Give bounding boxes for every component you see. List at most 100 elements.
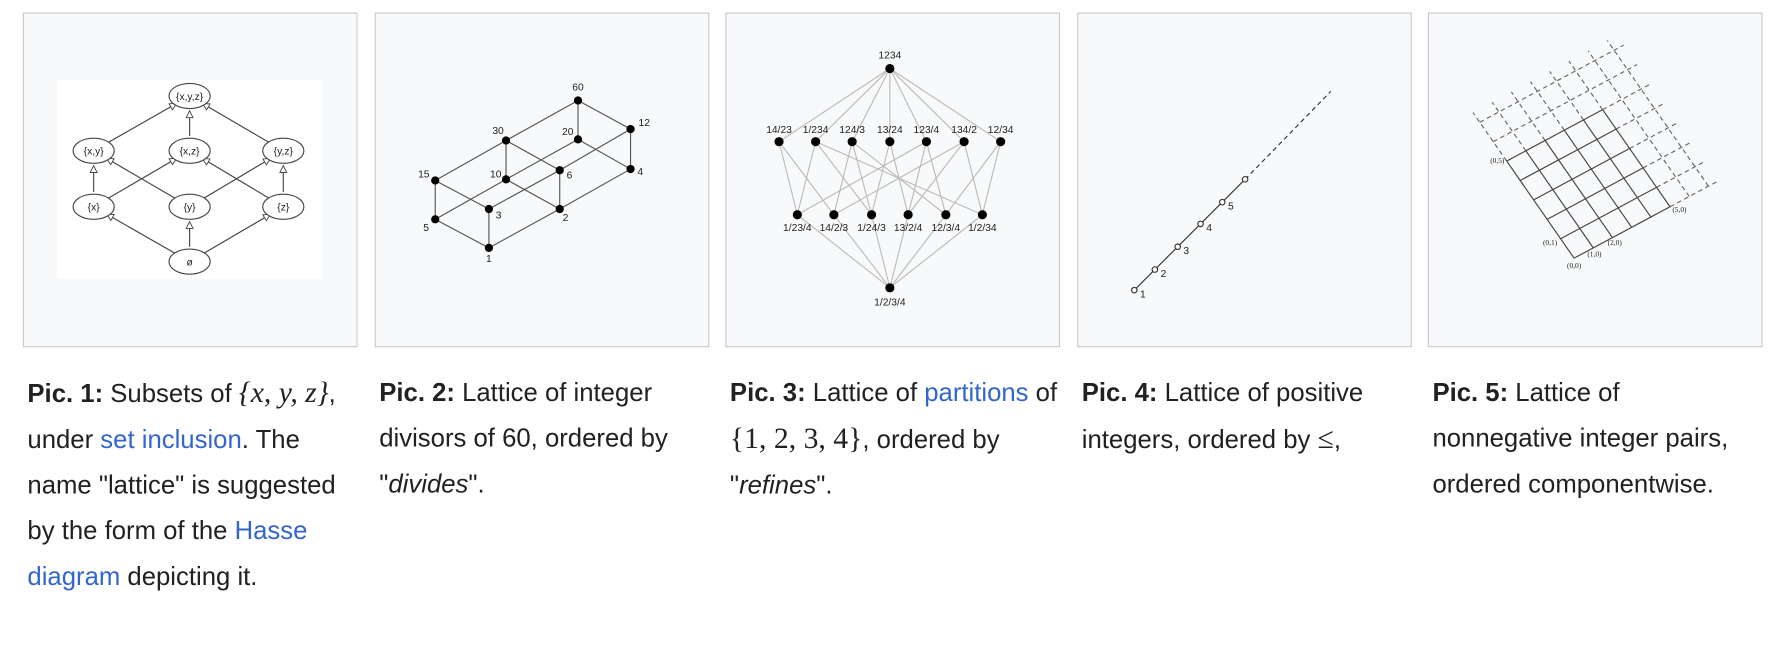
edge bbox=[1560, 186, 1657, 240]
edge bbox=[1606, 40, 1709, 187]
node-label: 1/23/4 bbox=[783, 223, 812, 234]
node-label: {x} bbox=[88, 203, 101, 214]
edge bbox=[815, 141, 983, 216]
edge bbox=[981, 141, 1002, 215]
node bbox=[885, 137, 895, 147]
edge bbox=[434, 218, 490, 249]
caption: Pic. 1: Subsets of {x, y, z}, under set … bbox=[27, 370, 358, 600]
node-label: {x,y,z} bbox=[176, 92, 204, 103]
node-label: (0,1) bbox=[1543, 238, 1558, 247]
edge bbox=[202, 102, 271, 144]
edge bbox=[1656, 161, 1705, 188]
edge bbox=[505, 138, 579, 180]
node-label: {x,y} bbox=[84, 147, 105, 158]
edge bbox=[1479, 44, 1624, 123]
node bbox=[792, 210, 802, 220]
edge bbox=[889, 68, 927, 142]
node-label: (1,0) bbox=[1587, 249, 1602, 258]
edge bbox=[559, 128, 631, 171]
edge bbox=[1582, 119, 1652, 218]
edge bbox=[963, 141, 983, 215]
arrowhead bbox=[185, 220, 194, 229]
edge bbox=[1506, 160, 1575, 259]
edge bbox=[815, 141, 873, 216]
edge bbox=[889, 214, 909, 288]
node bbox=[626, 124, 635, 134]
edge bbox=[1587, 50, 1690, 197]
node bbox=[829, 210, 839, 220]
edge bbox=[577, 138, 631, 170]
arrowhead bbox=[89, 164, 98, 173]
node bbox=[774, 137, 784, 147]
node-label: 5 bbox=[423, 223, 429, 234]
node-label: 6 bbox=[567, 171, 573, 182]
caption-text: Lattice of nonnegative integer pairs, or… bbox=[1432, 378, 1729, 499]
edge bbox=[925, 141, 947, 215]
caption-text: Pic. 4: bbox=[1081, 378, 1158, 407]
node bbox=[1241, 176, 1249, 183]
edge bbox=[505, 100, 579, 142]
node-label: 20 bbox=[562, 127, 574, 138]
edge bbox=[871, 141, 891, 215]
edge bbox=[889, 68, 1001, 143]
node bbox=[262, 193, 305, 220]
edge bbox=[106, 102, 178, 144]
node bbox=[885, 283, 895, 293]
edge bbox=[889, 68, 965, 143]
edge bbox=[202, 213, 271, 255]
caption: Pic. 3: Lattice of partitions of {1, 2, … bbox=[730, 370, 1061, 508]
node-label: (0,5) bbox=[1490, 156, 1505, 165]
edge bbox=[1642, 141, 1692, 169]
caption: Pic. 5: Lattice of nonnegative integer p… bbox=[1432, 370, 1763, 507]
link[interactable]: set inclusion bbox=[100, 424, 242, 454]
node-label: 4 bbox=[637, 167, 643, 178]
node bbox=[431, 176, 440, 185]
node-label: 12/3/4 bbox=[932, 223, 961, 234]
node-label: 3 bbox=[496, 211, 502, 222]
node-label: {x,z} bbox=[180, 147, 201, 158]
caption-text: ". bbox=[816, 470, 833, 500]
link[interactable]: Hasse diagram bbox=[27, 516, 308, 591]
caption-text: of bbox=[1028, 378, 1058, 407]
node-label: 10 bbox=[490, 169, 502, 180]
node-label: ø bbox=[186, 257, 193, 268]
node-label: {y} bbox=[184, 203, 197, 214]
caption-text: Pic. 1: bbox=[27, 379, 104, 408]
caption: Pic. 2: Lattice of integer divisors of 6… bbox=[379, 370, 710, 507]
node bbox=[867, 210, 877, 220]
node bbox=[168, 248, 211, 275]
node bbox=[941, 210, 951, 220]
node-label: 1 bbox=[486, 254, 492, 265]
edge bbox=[796, 214, 891, 289]
edge bbox=[488, 169, 561, 210]
node-label: 5 bbox=[1228, 201, 1234, 212]
edge bbox=[1510, 91, 1546, 141]
edge bbox=[851, 141, 873, 215]
caption-text: depicting it. bbox=[120, 562, 258, 591]
caption-text: ≤ bbox=[1317, 421, 1334, 455]
node bbox=[921, 137, 931, 147]
edge bbox=[1563, 129, 1633, 228]
caption-text: , ordered by " bbox=[729, 424, 1000, 500]
edge bbox=[1472, 112, 1508, 162]
node-label: 30 bbox=[492, 126, 504, 137]
caption-text: . The name "lattice" is suggested by the… bbox=[27, 424, 336, 545]
caption-text: Lattice of bbox=[805, 378, 925, 407]
node-label: 60 bbox=[572, 83, 584, 94]
node-label: 1/2/3/4 bbox=[874, 297, 906, 308]
node-label: {z} bbox=[277, 203, 290, 214]
node-label: 123/4 bbox=[914, 125, 940, 136]
node-label: 3 bbox=[1183, 246, 1189, 257]
node-label: 2 bbox=[563, 213, 569, 224]
caption-text: Pic. 2: bbox=[379, 378, 455, 407]
node-label: 14/23 bbox=[766, 125, 792, 136]
node bbox=[484, 243, 494, 252]
edge bbox=[577, 100, 631, 130]
caption-text: Lattice of integer divisors of 60, order… bbox=[379, 378, 668, 499]
node bbox=[847, 137, 857, 147]
caption-text: Pic. 5: bbox=[1432, 378, 1509, 407]
link[interactable]: partitions bbox=[924, 378, 1029, 407]
caption-text: Lattice of positive integers, ordered by bbox=[1081, 378, 1364, 454]
